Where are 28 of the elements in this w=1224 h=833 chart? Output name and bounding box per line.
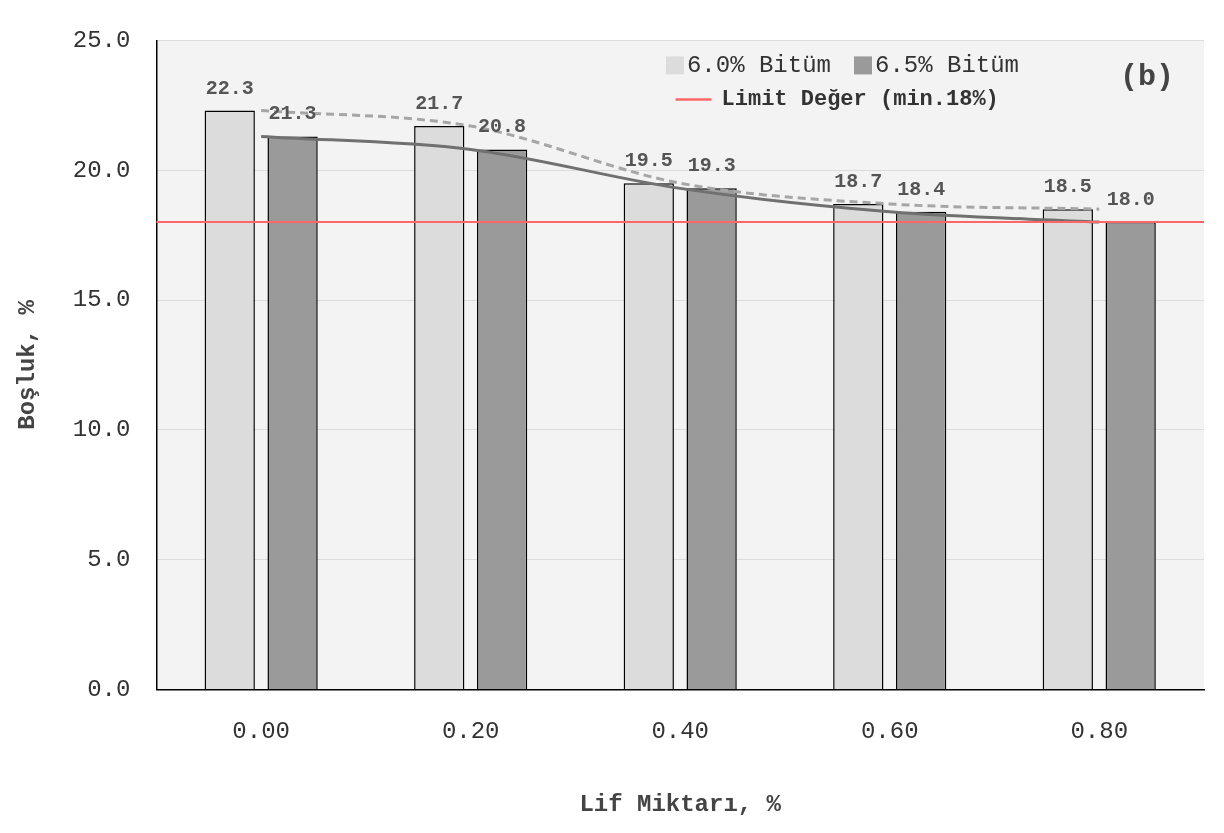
data-label: 18.7	[834, 169, 883, 193]
line-series	[259, 134, 1101, 224]
data-label: 18.4	[897, 177, 946, 201]
data-label: 22.3	[205, 76, 254, 100]
data-label: 19.5	[624, 149, 673, 173]
data-label: 18.0	[1106, 188, 1155, 212]
y-axis-title: Boşluk, %	[14, 299, 42, 430]
data-label: 21.3	[268, 102, 317, 126]
y-tick-label: 0.0	[87, 675, 131, 703]
annotation: (b)	[1119, 59, 1174, 94]
y-tick-label: 5.0	[87, 545, 131, 573]
data-label: 19.3	[687, 154, 736, 178]
y-tick-label: 10.0	[72, 416, 131, 444]
y-tick-label: 15.0	[72, 286, 131, 314]
legend-label: 6.0% Bitüm	[686, 51, 831, 79]
x-tick-label: 0.40	[651, 718, 710, 746]
legend-label: 6.5% Bitüm	[874, 51, 1020, 79]
data-label: 20.8	[478, 115, 527, 139]
x-tick-label: 0.20	[441, 718, 500, 746]
y-tick-label: 20.0	[72, 156, 131, 184]
x-axis-title: Lif Miktarı, %	[579, 790, 782, 818]
x-tick-label: 0.60	[860, 718, 919, 746]
y-tick-label: 25.0	[72, 26, 131, 54]
data-label: 21.7	[415, 92, 464, 116]
legend-label: Limit Değer (min.18%)	[721, 86, 999, 112]
x-tick-label: 0.00	[232, 718, 290, 746]
x-tick-label: 0.80	[1070, 718, 1129, 746]
data-label: 18.5	[1043, 175, 1092, 199]
